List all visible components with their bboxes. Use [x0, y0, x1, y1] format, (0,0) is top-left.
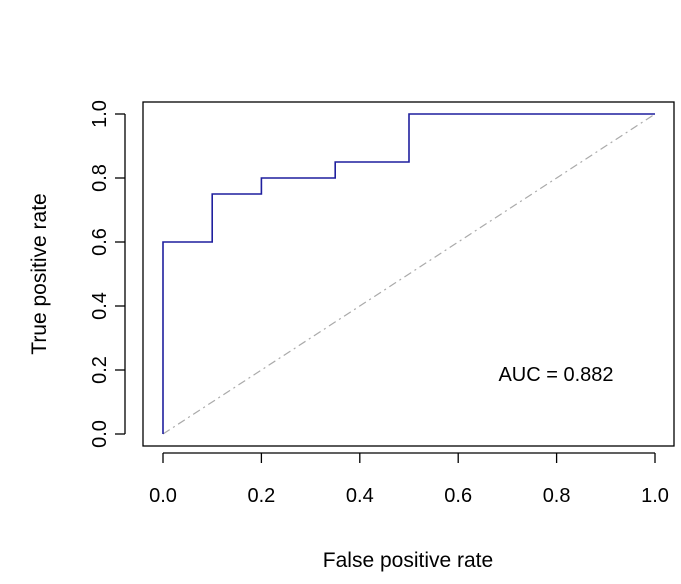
y-tick-label: 0.0 [89, 420, 111, 448]
auc-annotation: AUC = 0.882 [498, 364, 613, 386]
y-tick-label: 0.8 [89, 164, 111, 192]
x-tick-label: 1.0 [641, 485, 669, 507]
y-tick-label: 0.2 [89, 356, 111, 384]
y-tick-label: 0.6 [89, 228, 111, 256]
y-axis-label: True positive rate [28, 193, 51, 354]
y-tick-label: 0.4 [89, 292, 111, 320]
x-tick-label: 0.8 [543, 485, 571, 507]
y-tick-label: 1.0 [89, 100, 111, 128]
x-tick-label: 0.6 [444, 485, 472, 507]
plot-frame [142, 101, 675, 447]
x-tick-label: 0.0 [149, 485, 177, 507]
x-axis: 0.0 0.2 0.4 0.6 0.8 1.0 [149, 452, 669, 507]
x-axis-label: False positive rate [323, 549, 493, 572]
diagonal-reference-line [162, 113, 656, 435]
x-tick-label: 0.2 [247, 485, 275, 507]
x-tick-label: 0.4 [346, 485, 374, 507]
y-axis: 0.0 0.2 0.4 0.6 0.8 1.0 [89, 100, 126, 448]
roc-curve [162, 113, 655, 434]
